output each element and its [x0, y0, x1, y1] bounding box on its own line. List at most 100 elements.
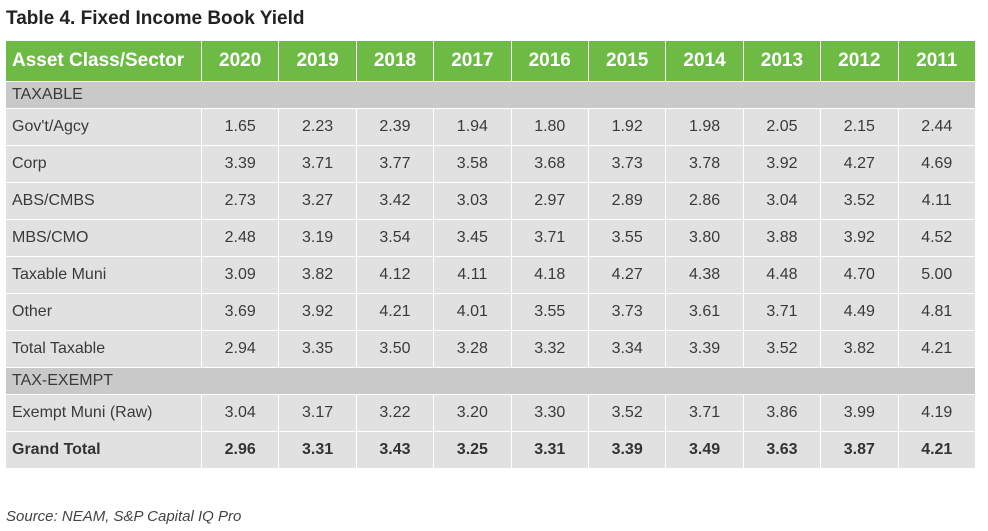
yield-cell: 3.39	[200, 145, 280, 183]
yield-cell: 2.73	[200, 182, 280, 220]
yield-cell: 3.73	[587, 293, 667, 331]
yield-cell: 3.04	[742, 182, 822, 220]
table-row: Total Taxable 2.94 3.35 3.50 3.28 3.32 3.34 3.3…	[5, 330, 977, 368]
yield-cell: 1.65	[200, 108, 280, 146]
yield-cell: 3.22	[355, 394, 435, 432]
yield-cell: 3.03	[433, 182, 512, 220]
header-year: 2012	[820, 40, 899, 82]
header-year: 2016	[510, 40, 589, 82]
header-asset-class: Asset Class/Sector	[5, 40, 202, 82]
section-label: TAXABLE	[5, 81, 976, 109]
yield-cell: 3.92	[742, 145, 822, 183]
table-row: MBS/CMO 2.48 3.19 3.54 3.45 3.71 3.55 3.80 3.88 3…	[5, 219, 977, 257]
yield-cell: 3.99	[820, 394, 899, 432]
header-row: Asset Class/Sector 2020 2019 2018 2017 2…	[5, 40, 977, 82]
yield-cell: 3.52	[587, 394, 667, 432]
yield-cell: 4.81	[897, 293, 977, 331]
yield-cell: 2.48	[200, 219, 280, 257]
yield-cell: 4.11	[433, 256, 512, 294]
yield-cell: 1.94	[433, 108, 512, 146]
row-label: Taxable Muni	[5, 256, 202, 294]
yield-cell: 3.86	[742, 394, 822, 432]
yield-cell: 3.77	[355, 145, 435, 183]
yield-cell: 4.38	[665, 256, 744, 294]
yield-cell: 3.82	[278, 256, 357, 294]
yield-cell: 3.20	[433, 394, 512, 432]
table-row: Corp 3.39 3.71 3.77 3.58 3.68 3.73 3.78 3.92 4.27…	[5, 145, 977, 183]
yield-cell: 3.25	[433, 431, 512, 469]
row-label: Total Taxable	[5, 330, 202, 368]
yield-cell: 4.70	[820, 256, 899, 294]
yield-cell: 3.28	[433, 330, 512, 368]
yield-cell: 3.19	[278, 219, 357, 257]
row-label: Grand Total	[5, 431, 202, 469]
yield-cell: 4.12	[355, 256, 435, 294]
grand-total-row: Grand Total 2.96 3.31 3.43 3.25 3.31 3.39 3.49 3…	[5, 431, 977, 469]
yield-cell: 3.92	[820, 219, 899, 257]
yield-cell: 3.73	[587, 145, 667, 183]
yield-cell: 3.42	[355, 182, 435, 220]
yield-cell: 3.52	[742, 330, 822, 368]
yield-cell: 3.69	[200, 293, 280, 331]
yield-cell: 3.88	[742, 219, 822, 257]
yield-cell: 2.23	[278, 108, 357, 146]
row-label: Gov't/Agcy	[5, 108, 202, 146]
yield-cell: 3.71	[742, 293, 822, 331]
yield-cell: 3.31	[510, 431, 589, 469]
row-label: Other	[5, 293, 202, 331]
table-row: Taxable Muni 3.09 3.82 4.12 4.11 4.18 4.27 4.38…	[5, 256, 977, 294]
header-year: 2013	[742, 40, 822, 82]
row-label: Exempt Muni (Raw)	[5, 394, 202, 432]
yield-cell: 4.52	[897, 219, 977, 257]
yield-cell: 3.45	[433, 219, 512, 257]
yield-cell: 3.43	[355, 431, 435, 469]
yield-cell: 3.68	[510, 145, 589, 183]
yield-cell: 3.34	[587, 330, 667, 368]
yield-cell: 4.48	[742, 256, 822, 294]
yield-cell: 3.54	[355, 219, 435, 257]
yield-cell: 4.18	[510, 256, 589, 294]
yield-cell: 4.27	[587, 256, 667, 294]
row-label: ABS/CMBS	[5, 182, 202, 220]
yield-cell: 2.05	[742, 108, 822, 146]
section-row: TAXABLE	[5, 81, 976, 109]
section-label: TAX-EXEMPT	[5, 367, 976, 395]
yield-cell: 3.80	[665, 219, 744, 257]
table-body: TAXABLE Gov't/Agcy 1.65 2.23 2.39 1.94 1.80 1.9…	[5, 81, 977, 469]
yield-cell: 2.94	[200, 330, 280, 368]
yield-cell: 3.55	[510, 293, 589, 331]
yield-cell: 3.30	[510, 394, 589, 432]
yield-cell: 4.49	[820, 293, 899, 331]
yield-cell: 2.44	[897, 108, 977, 146]
yield-cell: 2.15	[820, 108, 899, 146]
yield-cell: 4.21	[355, 293, 435, 331]
yield-cell: 4.21	[897, 431, 977, 469]
table-row: Gov't/Agcy 1.65 2.23 2.39 1.94 1.80 1.92 1.98 2.…	[5, 108, 977, 146]
yield-cell: 1.98	[665, 108, 744, 146]
yield-cell: 3.32	[510, 330, 589, 368]
table-row: Other 3.69 3.92 4.21 4.01 3.55 3.73 3.61 3.71 4.4…	[5, 293, 977, 331]
yield-cell: 4.21	[897, 330, 977, 368]
row-label: MBS/CMO	[5, 219, 202, 257]
yield-cell: 3.31	[278, 431, 357, 469]
yield-cell: 3.49	[665, 431, 744, 469]
yield-cell: 3.61	[665, 293, 744, 331]
header-year: 2017	[433, 40, 512, 82]
yield-cell: 4.01	[433, 293, 512, 331]
yield-cell: 4.69	[897, 145, 977, 183]
yield-cell: 4.11	[897, 182, 977, 220]
yield-cell: 3.55	[587, 219, 667, 257]
header-year: 2018	[355, 40, 435, 82]
yield-cell: 1.80	[510, 108, 589, 146]
yield-cell: 3.09	[200, 256, 280, 294]
yield-cell: 3.39	[665, 330, 744, 368]
yield-cell: 2.96	[200, 431, 280, 469]
yield-cell: 3.71	[665, 394, 744, 432]
yield-cell: 3.17	[278, 394, 357, 432]
header-year: 2014	[665, 40, 744, 82]
section-row: TAX-EXEMPT	[5, 367, 976, 395]
table-row: Exempt Muni (Raw) 3.04 3.17 3.22 3.20 3.30 3.5…	[5, 394, 977, 432]
yield-cell: 5.00	[897, 256, 977, 294]
yield-cell: 1.92	[587, 108, 667, 146]
yield-cell: 3.87	[820, 431, 899, 469]
